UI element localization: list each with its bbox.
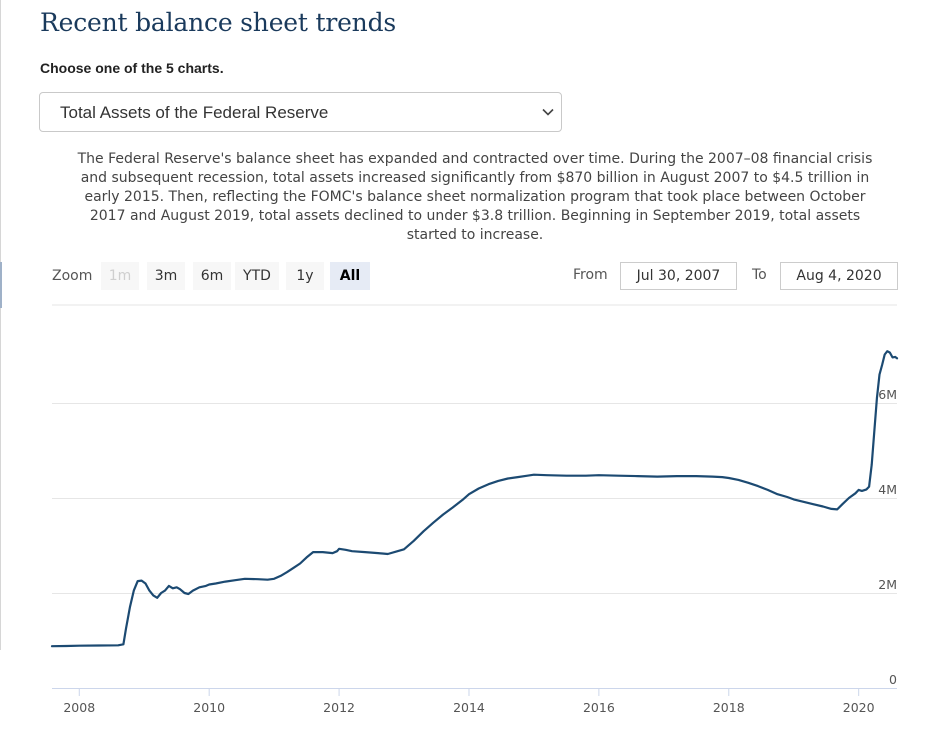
x-tick-label: 2016 [583, 700, 615, 715]
zoom-label: Zoom [52, 268, 93, 284]
from-label: From [573, 267, 608, 283]
series-line-total-assets [50, 350, 899, 648]
left-rule [0, 0, 1, 650]
zoom-6m-button[interactable]: 6m [193, 262, 231, 290]
chart-description: The Federal Reserve's balance sheet has … [77, 151, 873, 243]
x-tick-label: 2010 [193, 700, 225, 715]
zoom-ytd-button[interactable]: YTD [235, 262, 279, 290]
y-tick-label: 4M [878, 482, 897, 497]
page-title: Recent balance sheet trends [40, 8, 397, 37]
y-tick-label: 0 [889, 672, 897, 687]
chevron-down-icon [542, 108, 554, 116]
zoom-all-button[interactable]: All [330, 262, 370, 290]
from-date-input[interactable]: Jul 30, 2007 [620, 262, 737, 290]
chart-select-value: Total Assets of the Federal Reserve [60, 103, 329, 122]
to-label: To [752, 267, 767, 283]
to-date-input[interactable]: Aug 4, 2020 [780, 262, 898, 290]
chart-select[interactable]: Total Assets of the Federal Reserve [39, 92, 562, 132]
x-tick-label: 2018 [713, 700, 745, 715]
left-rule-marker [0, 262, 2, 308]
y-tick-label: 2M [878, 577, 897, 592]
x-tick-label: 2014 [453, 700, 485, 715]
y-tick-label: 6M [878, 387, 897, 402]
x-tick-label: 2012 [323, 700, 355, 715]
chart-chooser-label: Choose one of the 5 charts. [40, 60, 224, 76]
zoom-1m-button[interactable]: 1m [101, 262, 139, 290]
zoom-3m-button[interactable]: 3m [147, 262, 185, 290]
x-tick-label: 2020 [843, 700, 875, 715]
x-tick-label: 2008 [63, 700, 95, 715]
zoom-1y-button[interactable]: 1y [286, 262, 324, 290]
